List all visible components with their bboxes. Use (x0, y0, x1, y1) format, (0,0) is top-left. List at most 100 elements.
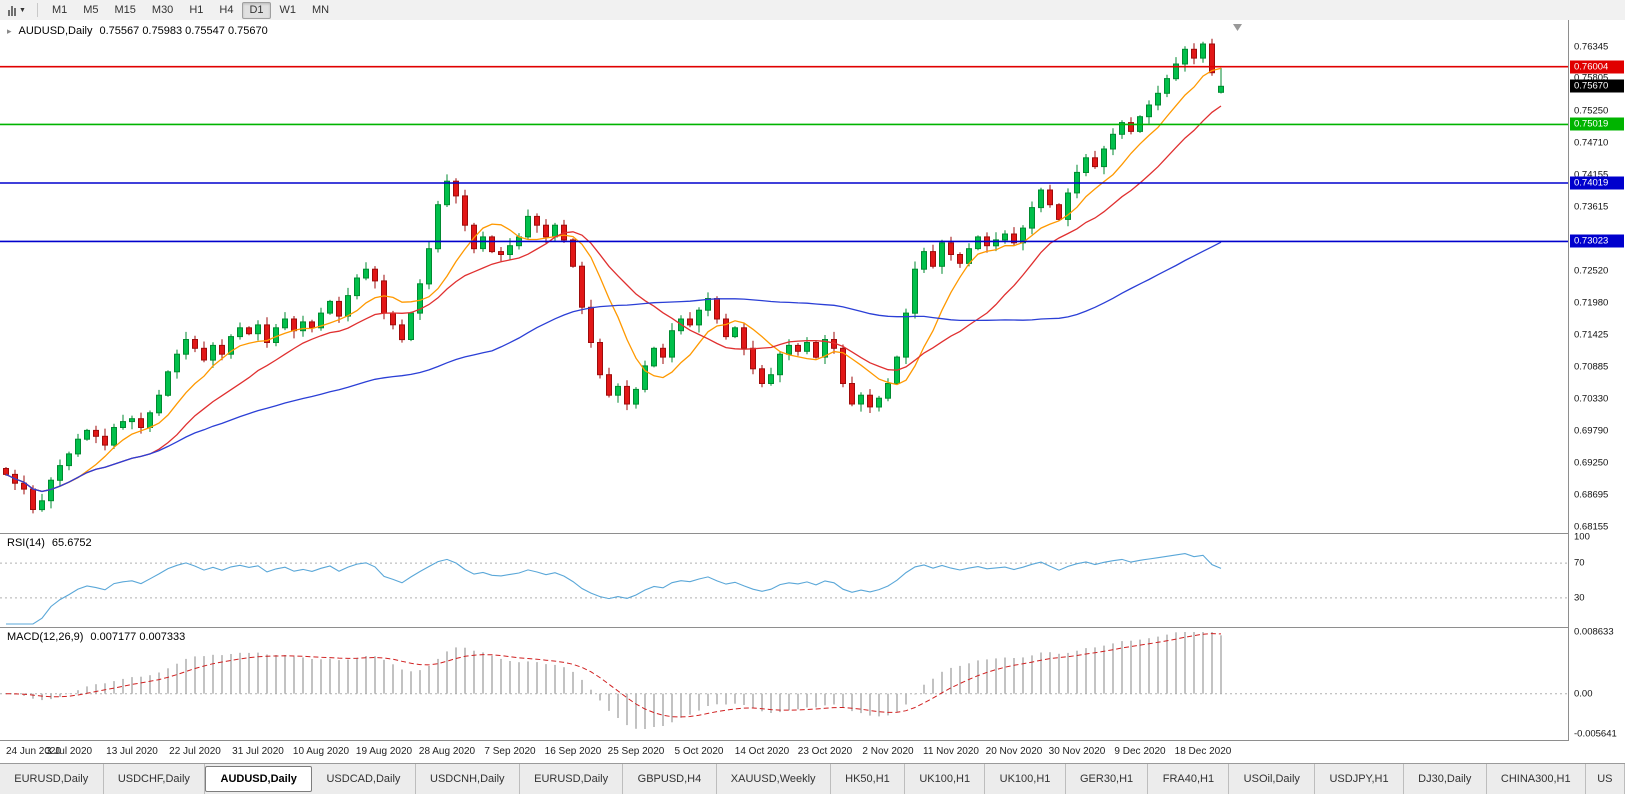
chart-tab-gbpusd-h4-6[interactable]: GBPUSD,H4 (623, 764, 717, 794)
chart-tab-usdcnh-daily-4[interactable]: USDCNH,Daily (416, 764, 520, 794)
chart-symbol-label: AUDUSD,Daily (18, 25, 93, 37)
panel-splitter-macd[interactable] (0, 627, 1625, 628)
timeframe-mn[interactable]: MN (312, 3, 330, 16)
macd-axis-tick: 0.008633 (1574, 626, 1614, 638)
chart-tab-uk100-h1-10[interactable]: UK100,H1 (985, 764, 1066, 794)
price-axis-tick: 0.69250 (1574, 457, 1609, 469)
chevron-down-icon: ▼ (19, 6, 26, 14)
date-axis-label: 20 Nov 2020 (985, 746, 1043, 757)
chart-tab-uk100-h1-9[interactable]: UK100,H1 (905, 764, 986, 794)
date-axis-label: 13 Jul 2020 (106, 746, 158, 757)
date-axis-label: 31 Jul 2020 (232, 746, 284, 757)
price-axis-tick: 0.71425 (1574, 329, 1609, 341)
macd-plot[interactable] (0, 628, 1568, 740)
chart-tab-us-17[interactable]: US (1586, 764, 1625, 794)
level-price-badge: 0.73023 (1570, 234, 1624, 248)
rsi-name: RSI(14) (7, 537, 45, 549)
macd-name: MACD(12,26,9) (7, 631, 84, 643)
rsi-axis-tick: 30 (1574, 592, 1585, 604)
one-click-trading-arrow[interactable]: ▸ (7, 25, 12, 36)
date-axis-label: 23 Oct 2020 (797, 746, 853, 757)
timeframe-w1[interactable]: W1 (279, 3, 297, 16)
chart-tabs: EURUSD,Daily USDCHF,Daily AUDUSD,Daily USDC… (0, 763, 1625, 794)
date-axis-label: 3 Jul 2020 (45, 746, 93, 757)
chart-tab-dj30-daily-15[interactable]: DJ30,Daily (1404, 764, 1487, 794)
date-axis-label: 10 Aug 2020 (292, 746, 350, 757)
macd-axis-tick: 0.00 (1574, 688, 1593, 700)
bar-chart-icon (8, 5, 16, 16)
price-axis-tick: 0.71980 (1574, 297, 1609, 309)
rsi-axis-tick: 100 (1574, 531, 1590, 543)
price-axis[interactable]: 0.76345 0.75805 0.75250 0.74710 0.74155 0.736… (1569, 20, 1625, 741)
price-axis-tick: 0.72520 (1574, 265, 1609, 277)
date-axis[interactable]: 24 Jun 2020 3 Jul 2020 13 Jul 2020 22 Jul 2… (0, 741, 1568, 763)
chart-type-button[interactable]: ▼ (4, 4, 30, 17)
candlestick-series (3, 38, 1224, 514)
chart-shift-marker[interactable] (1233, 24, 1242, 31)
price-axis-tick: 0.69790 (1574, 425, 1609, 437)
price-axis-tick: 0.73615 (1574, 201, 1609, 213)
price-axis-border (1568, 20, 1569, 741)
chart-tab-usoil-daily-13[interactable]: USOil,Daily (1229, 764, 1316, 794)
price-axis-tick: 0.76345 (1574, 41, 1609, 53)
panel-splitter-rsi[interactable] (0, 533, 1625, 534)
timeframe-toolbar: ▼ M1 M5 M15 M30 H1 H4 D1 W1 MN (0, 0, 1625, 21)
rsi-indicator-label: RSI(14) 65.6752 (7, 537, 92, 549)
timeframe-buttons: M1 M5 M15 M30 H1 H4 D1 W1 MN (45, 1, 336, 19)
price-axis-tick: 0.70885 (1574, 361, 1609, 373)
timeframe-m1[interactable]: M1 (51, 3, 68, 16)
date-axis-label: 5 Oct 2020 (674, 746, 724, 757)
macd-histogram (14, 632, 1222, 729)
rsi-value: 65.6752 (51, 537, 92, 549)
date-axis-label: 28 Aug 2020 (418, 746, 476, 757)
timeframe-m30[interactable]: M30 (151, 3, 174, 16)
toolbar-separator (36, 3, 38, 17)
chart-tab-china300-h1-16[interactable]: CHINA300,H1 (1487, 764, 1586, 794)
date-axis-label: 25 Sep 2020 (607, 746, 665, 757)
chart-tab-ger30-h1-11[interactable]: GER30,H1 (1066, 764, 1149, 794)
moving-average-55 (5, 241, 1222, 493)
chart-tab-eurusd-daily-5[interactable]: EURUSD,Daily (520, 764, 624, 794)
date-axis-label: 19 Aug 2020 (355, 746, 413, 757)
level-price-badge: 0.76004 (1570, 60, 1624, 74)
timeframe-m15[interactable]: M15 (114, 3, 136, 16)
timeframe-h1[interactable]: H1 (189, 3, 204, 16)
rsi-axis-tick: 70 (1574, 557, 1585, 569)
date-axis-label: 18 Dec 2020 (1174, 746, 1232, 757)
chart-title: ▸ AUDUSD,Daily 0.75567 0.75983 0.75547 0… (7, 25, 268, 37)
price-axis-tick: 0.74710 (1574, 137, 1609, 149)
price-axis-tick: 0.68155 (1574, 521, 1609, 533)
macd-axis-tick: -0.005641 (1574, 728, 1617, 740)
chart-tab-usdchf-daily-1[interactable]: USDCHF,Daily (104, 764, 206, 794)
moving-average-17 (5, 105, 1222, 493)
timeframe-h4[interactable]: H4 (219, 3, 234, 16)
chart-tab-eurusd-daily-0[interactable]: EURUSD,Daily (0, 764, 104, 794)
date-axis-label: 22 Jul 2020 (169, 746, 221, 757)
moving-average-8 (5, 67, 1222, 493)
date-axis-separator (0, 740, 1625, 741)
chart-tab-hk50-h1-8[interactable]: HK50,H1 (831, 764, 906, 794)
macd-signal-line (5, 633, 1222, 718)
date-axis-label: 24 Jun 2020 (6, 746, 62, 757)
date-axis-label: 30 Nov 2020 (1048, 746, 1106, 757)
rsi-line (6, 553, 1222, 625)
chart-tab-xauusd-weekly-7[interactable]: XAUUSD,Weekly (717, 764, 831, 794)
level-price-badge: 0.75019 (1570, 117, 1624, 131)
timeframe-d1[interactable]: D1 (242, 1, 271, 19)
chart-tab-usdcad-daily-3[interactable]: USDCAD,Daily (312, 764, 416, 794)
chart-tab-usdjpy-h1-14[interactable]: USDJPY,H1 (1315, 764, 1404, 794)
main-chart-plot[interactable] (0, 20, 1568, 533)
date-axis-label: 2 Nov 2020 (862, 746, 914, 757)
timeframe-m5[interactable]: M5 (83, 3, 99, 16)
current-price-badge: 0.75670 (1570, 79, 1624, 93)
date-axis-label: 16 Sep 2020 (544, 746, 602, 757)
price-axis-tick: 0.75805 (1574, 72, 1609, 84)
chart-tab-fra40-h1-12[interactable]: FRA40,H1 (1148, 764, 1230, 794)
chart-tab-audusd-daily-2[interactable]: AUDUSD,Daily (205, 766, 313, 792)
date-axis-label: 9 Dec 2020 (1114, 746, 1166, 757)
rsi-plot[interactable] (0, 534, 1568, 627)
date-axis-label: 14 Oct 2020 (734, 746, 790, 757)
macd-indicator-label: MACD(12,26,9) 0.007177 0.007333 (7, 631, 185, 643)
price-axis-tick: 0.68695 (1574, 489, 1609, 501)
